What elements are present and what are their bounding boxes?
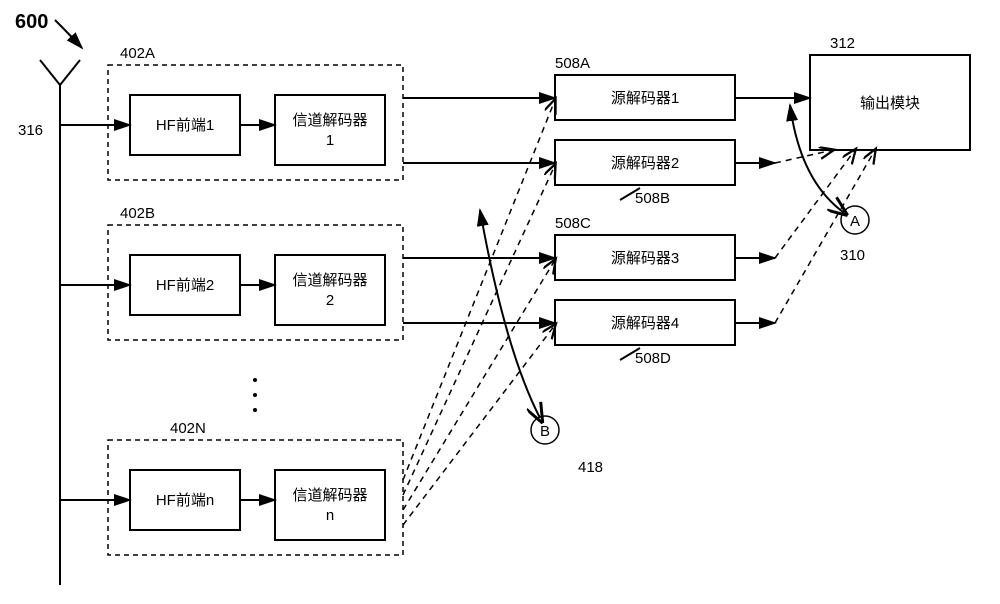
source-decoder-4: 源解码器4 508D [555,300,735,367]
tuner-group-n: 402N HF前端n 信道解码器 n [60,420,403,555]
figure-ref: 600 [15,11,48,33]
conn-cdn-sd2 [403,165,555,495]
antenna: 316 [18,60,80,585]
channel-decoder-2 [275,255,385,325]
svg-text:A: A [850,213,860,230]
group-b-ref: 402B [120,205,155,222]
conn-cdn-sd3 [403,260,555,510]
svg-text:418: 418 [578,459,603,476]
svg-text:信道解码器: 信道解码器 [292,487,367,504]
block-diagram: 600 316 402A HF前端1 信道解码器 1 402B HF前端2 信道… [0,0,1000,604]
tuner-group-a: 402A HF前端1 信道解码器 1 [60,45,403,180]
svg-text:B: B [540,423,550,440]
svg-text:310: 310 [840,247,865,264]
svg-text:信道解码器: 信道解码器 [292,112,367,129]
output-module: 输出模块 312 [810,35,970,150]
output-ref: 312 [830,35,855,52]
group-a-ref: 402A [120,45,155,62]
channel-decoder-1 [275,95,385,165]
svg-text:n: n [326,507,334,524]
svg-text:信道解码器: 信道解码器 [292,272,367,289]
source-decoder-3: 源解码器3 508C [555,215,735,280]
svg-text:源解码器2: 源解码器2 [611,155,679,172]
svg-text:源解码器1: 源解码器1 [611,90,679,107]
svg-text:HF前端2: HF前端2 [156,277,214,294]
svg-text:1: 1 [326,132,334,149]
tuner-group-b: 402B HF前端2 信道解码器 2 [60,205,403,340]
sd4-ref: 508D [635,350,671,367]
sd1-ref: 508A [555,55,590,72]
svg-text:2: 2 [326,292,334,309]
svg-text:HF前端n: HF前端n [156,492,214,509]
antenna-ref: 316 [18,122,43,139]
channel-decoder-n [275,470,385,540]
source-decoder-1: 源解码器1 508A [555,55,735,120]
svg-text:源解码器4: 源解码器4 [611,315,679,332]
source-decoder-2: 源解码器2 508B [555,140,735,207]
sd2-ref: 508B [635,190,670,207]
group-n-ref: 402N [170,420,206,437]
svg-text:源解码器3: 源解码器3 [611,250,679,267]
svg-text:输出模块: 输出模块 [860,95,920,112]
svg-text:HF前端1: HF前端1 [156,117,214,134]
sd3-ref: 508C [555,215,591,232]
